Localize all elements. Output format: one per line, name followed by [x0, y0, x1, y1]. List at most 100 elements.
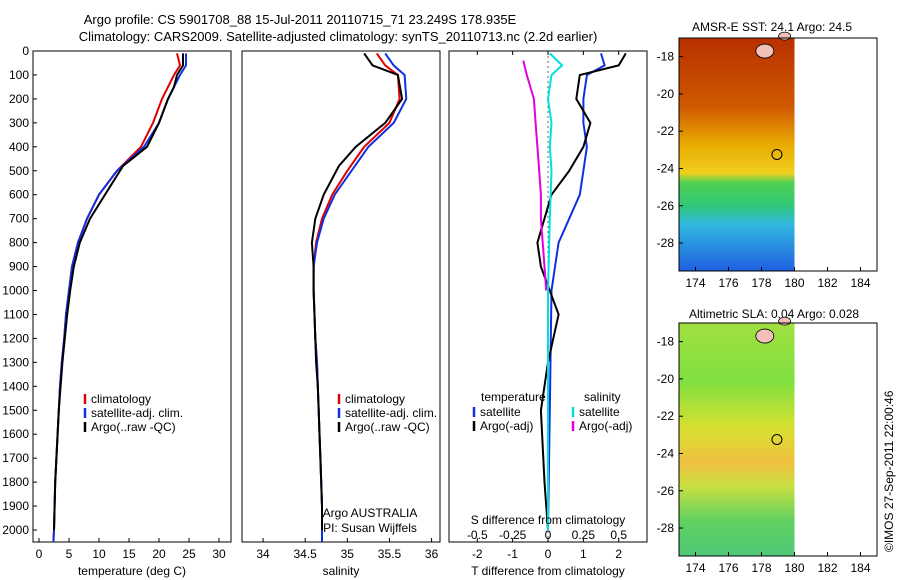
map-y-tick-label: -24	[657, 446, 675, 460]
sla-map-title: Altimetric SLA: 0.04 Argo: 0.028	[689, 307, 859, 321]
map-x-tick-label: 180	[784, 561, 804, 575]
map-y-tick-label: -18	[657, 50, 675, 64]
x-tick-label: 5	[66, 547, 73, 561]
temperature-xlabel: temperature (deg C)	[78, 564, 186, 578]
series-line-satellite-adj-clim-	[312, 52, 408, 542]
series-line-climatology	[312, 52, 401, 542]
x-tick-label: 35.5	[378, 547, 402, 561]
salinity-panel: 34 34.5 35 35.5 36 salinity climatologysatel…	[241, 50, 441, 578]
y-tick-label: 1200	[2, 331, 29, 345]
x-tick-label: 1	[580, 547, 587, 561]
map-data-field	[679, 38, 795, 271]
series-line-argo-raw-qc-	[310, 52, 404, 530]
y-tick-label: 1900	[2, 499, 29, 513]
salinity-series	[310, 52, 408, 542]
temperature-panel: 0100200300400500600700800900100011001200…	[2, 44, 232, 578]
argo-location-marker	[771, 148, 783, 160]
x-tick-label: 34	[256, 547, 270, 561]
sst-map-title: AMSR-E SST: 24.1 Argo: 24.5	[692, 20, 852, 34]
difference-x-axis: -0.5 -2 -0.25 -1 0 0 0.25 1 0.5 2	[467, 51, 627, 561]
map-y-tick-label: -24	[657, 161, 675, 175]
map-y-tick-label: -22	[657, 409, 675, 423]
island-shape	[778, 31, 791, 41]
map-x-tick-label: 174	[685, 276, 705, 290]
map-x-tick-label: 178	[751, 561, 771, 575]
map-frame	[678, 37, 878, 272]
map-y-tick-label: -26	[657, 199, 675, 213]
y-tick-label: 800	[9, 236, 29, 250]
x-tick-label: 34.5	[294, 547, 318, 561]
series-line-argo-raw-qc-	[53, 53, 184, 531]
legend-title-temperature: temperature	[481, 390, 546, 404]
series-line-satellite-adj-clim-	[52, 53, 187, 543]
y-tick-label: 400	[9, 140, 29, 154]
x-tick-label: 15	[122, 547, 136, 561]
salinity-x-axis: 34 34.5 35 35.5 36	[256, 538, 439, 561]
imos-credit: ©IMOS 27-Sep-2011 22:00:46	[882, 390, 896, 552]
y-tick-label: 1100	[3, 307, 29, 321]
x-tick-label: 0	[36, 547, 43, 561]
x-tick-label: 25	[182, 547, 196, 561]
legend-label: Argo(..raw -QC)	[91, 420, 176, 434]
sst-map-body: 174 176 178 180 182 184 -18 -20 -22 -24 -26 -28	[657, 31, 878, 290]
legend-label: satellite-adj. clim.	[345, 406, 437, 420]
y-tick-label: 1400	[2, 379, 29, 393]
y-tick-label: 700	[9, 212, 29, 226]
map-data-field	[679, 323, 795, 556]
x-tick-label: 30	[212, 547, 226, 561]
series-line-satellite	[546, 52, 564, 530]
map-x-tick-label: 176	[718, 561, 738, 575]
temperature-depth-axis: 0 100 200 300 400 500 600 700 800 900 1000 1100 1200…	[2, 44, 37, 537]
legend-label: Argo(-adj)	[480, 419, 533, 433]
argo-location-marker	[771, 433, 783, 445]
map-y-tick-label: -28	[657, 521, 675, 535]
y-tick-label: 500	[9, 164, 29, 178]
map-x-tick-label: 184	[850, 561, 870, 575]
legend-label: satellite	[480, 405, 521, 419]
map-x-tick-label: 180	[784, 276, 804, 290]
y-tick-label: 100	[9, 68, 29, 82]
map-x-tick-label: 178	[751, 276, 771, 290]
x-tick-label: 10	[92, 547, 106, 561]
y-tick-label: 1600	[2, 427, 29, 441]
sla-map-panel: Altimetric SLA: 0.04 Argo: 0.028 174 176 1…	[657, 307, 878, 575]
map-y-tick-label: -20	[657, 87, 675, 101]
map-y-tick-label: -26	[657, 484, 675, 498]
y-tick-label: 2000	[2, 523, 29, 537]
x-tick-label: 0	[545, 547, 552, 561]
legend-label: climatology	[345, 392, 405, 406]
temperature-axes-frame	[32, 50, 232, 543]
x-tick-label: 36	[425, 547, 439, 561]
map-y-tick-label: -22	[657, 124, 675, 138]
x-tick-label-top: -0.25	[499, 528, 527, 542]
x-tick-label-top: -0.5	[467, 528, 488, 542]
y-tick-label: 600	[9, 188, 29, 202]
y-tick-label: 1700	[2, 451, 29, 465]
y-tick-label: 900	[9, 260, 29, 274]
island-shape	[755, 43, 775, 59]
y-tick-label: 300	[9, 116, 29, 130]
y-tick-label: 1500	[2, 403, 29, 417]
y-tick-label: 0	[22, 44, 29, 58]
map-x-tick-label: 182	[817, 276, 837, 290]
temperature-series	[52, 53, 187, 543]
legend-label: Argo(..raw -QC)	[345, 420, 430, 434]
salinity-xlabel: salinity	[323, 564, 360, 578]
legend-label: satellite-adj. clim.	[91, 406, 183, 420]
x-tick-label-top: 0.5	[610, 528, 627, 542]
island-shape	[778, 316, 791, 326]
series-line-satellite	[547, 53, 606, 531]
map-y-tick-label: -20	[657, 372, 675, 386]
difference-panel: -0.5 -2 -0.25 -1 0 0 0.25 1 0.5 2 S difference fr…	[448, 50, 648, 578]
y-tick-label: 1300	[2, 355, 29, 369]
y-tick-label: 1800	[2, 475, 29, 489]
x-tick-label: 35	[341, 547, 355, 561]
island-shape	[755, 328, 775, 344]
legend-title-salinity: salinity	[584, 390, 621, 404]
map-x-tick-label: 182	[817, 561, 837, 575]
x-tick-label: -2	[472, 547, 483, 561]
x-tick-label-top: 0.25	[572, 528, 596, 542]
